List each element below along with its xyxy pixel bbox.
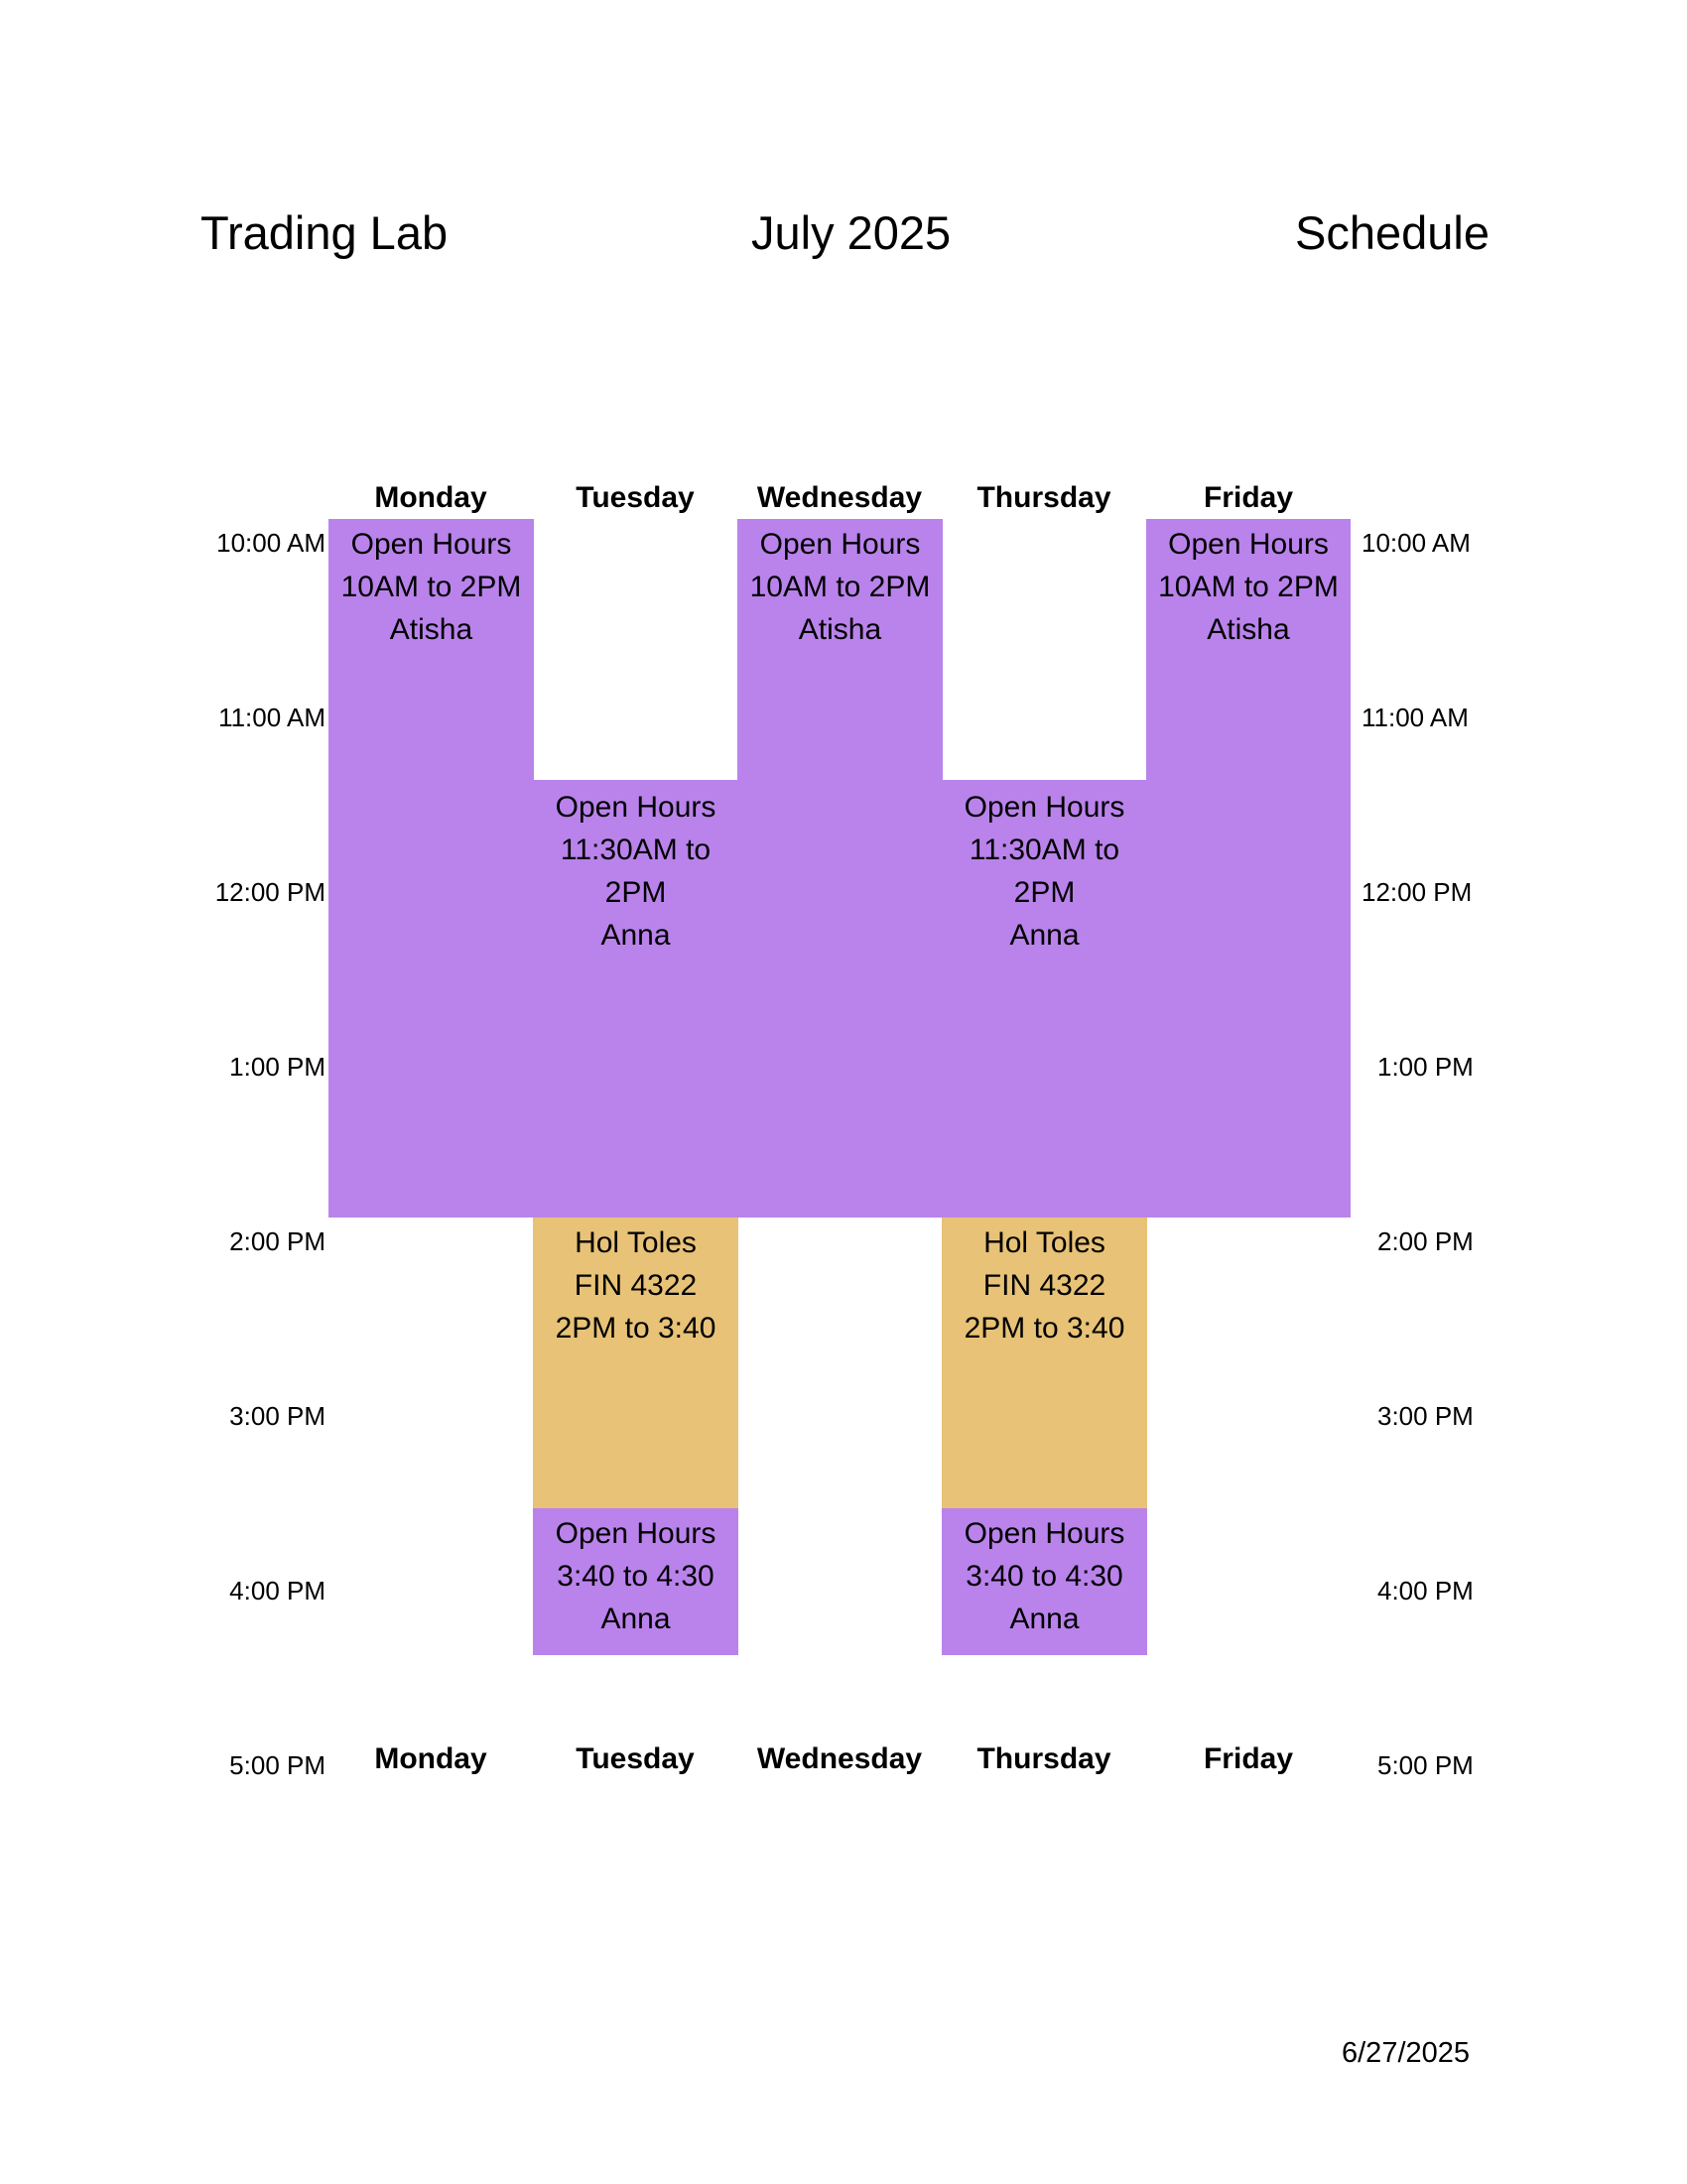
day-header-wednesday: Wednesday (756, 481, 923, 514)
event-line: FIN 4322 (982, 1269, 1106, 1302)
time-label-left: 5:00 PM (229, 1750, 325, 1780)
event-thursday-open-hours-late[interactable]: Open Hours 3:40 to 4:30 Anna (942, 1508, 1147, 1655)
event-line: 2PM (1013, 876, 1076, 909)
event-line: Hol Toles (983, 1226, 1105, 1259)
time-label-left: 1:00 PM (229, 1052, 325, 1082)
time-label-right: 11:00 AM (1362, 703, 1469, 732)
time-label-right: 10:00 AM (1362, 528, 1471, 558)
event-tuesday-open-hours-late[interactable]: Open Hours 3:40 to 4:30 Anna (533, 1508, 738, 1655)
day-footer-monday: Monday (374, 1742, 487, 1775)
event-line: Open Hours (964, 791, 1125, 824)
time-label-right: 5:00 PM (1377, 1750, 1474, 1780)
time-label-right: 2:00 PM (1377, 1226, 1474, 1256)
event-line: 2PM (604, 876, 667, 909)
time-label-right: 1:00 PM (1377, 1052, 1474, 1082)
event-line: Hol Toles (575, 1226, 697, 1259)
event-line: Open Hours (759, 528, 921, 561)
day-footer-thursday: Thursday (976, 1742, 1111, 1775)
event-line: Anna (600, 919, 671, 952)
time-label-left: 2:00 PM (229, 1226, 325, 1256)
lab-title: Trading Lab (200, 206, 449, 259)
event-line: Atisha (1207, 613, 1290, 646)
day-header-thursday: Thursday (976, 481, 1111, 514)
day-footer-wednesday: Wednesday (756, 1742, 923, 1775)
event-line: Open Hours (964, 1517, 1125, 1550)
event-line: Open Hours (555, 1517, 716, 1550)
event-line: Atisha (798, 613, 882, 646)
day-footer-friday: Friday (1203, 1742, 1294, 1775)
event-line: Open Hours (555, 791, 716, 824)
event-line: Anna (1009, 1603, 1080, 1635)
event-line: 10AM to 2PM (749, 571, 931, 603)
event-line: Anna (1009, 919, 1080, 952)
footer-date: 6/27/2025 (1342, 2037, 1471, 2069)
time-label-left: 12:00 PM (214, 877, 325, 907)
event-line: 3:40 to 4:30 (966, 1560, 1123, 1593)
day-header-tuesday: Tuesday (576, 481, 695, 514)
event-line: Atisha (389, 613, 473, 646)
time-label-right: 4:00 PM (1377, 1576, 1474, 1606)
event-line: Anna (600, 1603, 671, 1635)
time-label-left: 3:00 PM (229, 1401, 325, 1431)
event-friday-open-hours[interactable]: Open Hours 10AM to 2PM Atisha (1146, 519, 1351, 1218)
event-line: 2PM to 3:40 (964, 1312, 1125, 1345)
day-header-friday: Friday (1203, 481, 1294, 514)
event-line: 3:40 to 4:30 (557, 1560, 714, 1593)
event-wednesday-open-hours[interactable]: Open Hours 10AM to 2PM Atisha (737, 519, 943, 1218)
time-label-left: 11:00 AM (218, 703, 325, 732)
event-line: 2PM to 3:40 (555, 1312, 716, 1345)
time-label-left: 4:00 PM (229, 1576, 325, 1606)
event-line: 11:30AM to (969, 834, 1120, 866)
event-line: 11:30AM to (560, 834, 712, 866)
day-footer-tuesday: Tuesday (576, 1742, 695, 1775)
event-line: FIN 4322 (574, 1269, 698, 1302)
event-monday-open-hours[interactable]: Open Hours 10AM to 2PM Atisha (328, 519, 534, 1218)
event-thursday-open-hours-midday[interactable]: Open Hours 11:30AM to 2PM Anna (942, 780, 1147, 1218)
event-tuesday-open-hours-midday[interactable]: Open Hours 11:30AM to 2PM Anna (533, 780, 738, 1218)
time-label-right: 3:00 PM (1377, 1401, 1474, 1431)
event-thursday-class[interactable]: Hol Toles FIN 4322 2PM to 3:40 (942, 1218, 1147, 1508)
schedule-title: Schedule (1295, 206, 1490, 259)
event-line: 10AM to 2PM (1158, 571, 1339, 603)
month-title: July 2025 (751, 206, 952, 259)
event-line: Open Hours (1168, 528, 1329, 561)
day-header-monday: Monday (374, 481, 487, 514)
event-line: Open Hours (350, 528, 512, 561)
time-label-right: 12:00 PM (1362, 877, 1473, 907)
event-line: 10AM to 2PM (340, 571, 522, 603)
time-label-left: 10:00 AM (216, 528, 325, 558)
event-tuesday-class[interactable]: Hol Toles FIN 4322 2PM to 3:40 (533, 1218, 738, 1508)
